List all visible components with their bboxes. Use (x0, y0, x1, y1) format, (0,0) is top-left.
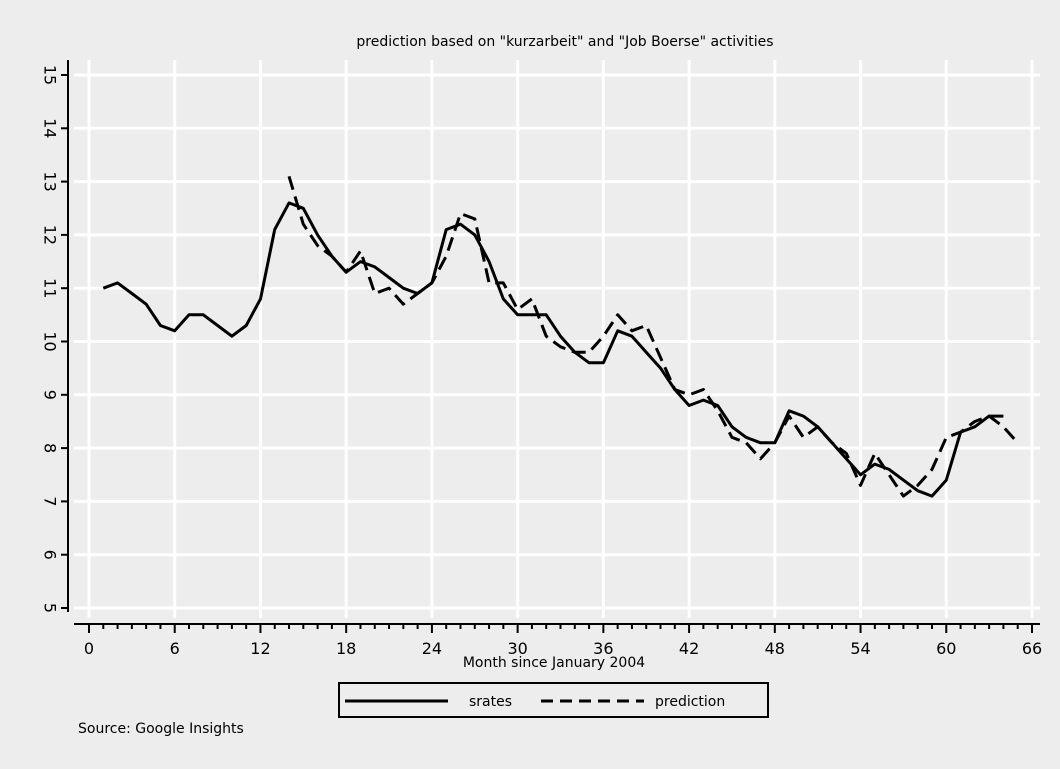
x-tick-label: 60 (936, 639, 956, 658)
legend-label-srates: srates (469, 694, 512, 710)
y-tick-label: 9 (41, 390, 60, 400)
y-tick-label: 13 (41, 171, 60, 191)
x-tick-label: 30 (507, 639, 527, 658)
x-tick-label: 48 (765, 639, 785, 658)
x-tick-label: 6 (170, 639, 180, 658)
y-tick-label: 6 (41, 550, 60, 560)
chart-title: prediction based on "kurzarbeit" and "Jo… (356, 34, 773, 50)
y-tick-label: 5 (41, 603, 60, 613)
x-tick-label: 36 (593, 639, 613, 658)
y-tick-label: 8 (41, 443, 60, 453)
x-axis-label: Month since January 2004 (463, 655, 645, 671)
legend: srates prediction (338, 682, 769, 718)
x-tick-label: 54 (850, 639, 870, 658)
y-tick-label: 7 (41, 496, 60, 506)
x-tick-label: 18 (336, 639, 356, 658)
axes (61, 60, 1040, 633)
series-lines (102, 175, 1019, 498)
x-tick-label: 42 (679, 639, 699, 658)
legend-label-prediction: prediction (655, 694, 725, 710)
y-tick-label: 12 (41, 225, 60, 245)
y-tick-label: 11 (41, 278, 60, 298)
y-tick-label: 15 (41, 65, 60, 85)
grid (74, 60, 1040, 618)
y-tick-label: 10 (41, 331, 60, 351)
x-tick-label: 66 (1022, 639, 1042, 658)
x-tick-label: 0 (84, 639, 94, 658)
series-line-prediction (287, 175, 1019, 498)
x-tick-label: 24 (422, 639, 442, 658)
x-tick-label: 12 (250, 639, 270, 658)
y-tick-label: 14 (41, 118, 60, 138)
y-tick-labels: 5 6 7 8 9 10 11 12 13 14 15 (41, 65, 60, 613)
source-note: Source: Google Insights (78, 721, 244, 737)
x-tick-labels: 0 6 12 18 24 30 36 42 48 54 60 66 (84, 639, 1042, 658)
